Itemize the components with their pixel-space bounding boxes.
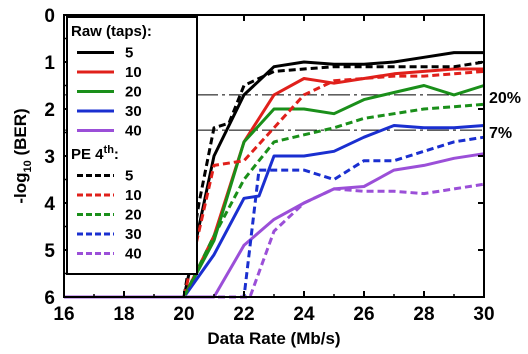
y-tick-label: 4 xyxy=(44,194,55,215)
legend-title-tail: : xyxy=(114,146,119,163)
x-tick-label: 26 xyxy=(353,304,374,325)
y-axis-label-main: -log xyxy=(11,173,30,204)
series-line xyxy=(64,124,485,299)
legend-label: 5 xyxy=(125,45,133,62)
legend-title-text: PE 4 xyxy=(71,146,104,163)
x-tick-label: 24 xyxy=(293,304,315,325)
y-tick-label: 1 xyxy=(44,53,55,74)
legend-title-superscript: th xyxy=(104,144,115,156)
y-tick-label: 6 xyxy=(44,288,55,309)
series-line xyxy=(64,135,485,299)
legend-label: 20 xyxy=(125,84,142,101)
x-tick-label: 20 xyxy=(173,304,194,325)
plot-area: 20% 7% 16 18 20 22 24 26 28 30 0 1 2 3 4 5 6 Data Rate (M… xyxy=(11,6,521,348)
legend-title-text: Raw (taps): xyxy=(71,23,152,40)
legend-group-title: PE 4th: xyxy=(71,144,119,163)
x-tick-label: 28 xyxy=(413,304,434,325)
reference-line-label: 7% xyxy=(489,125,512,142)
reference-line-label: 20% xyxy=(489,90,521,107)
legend-label: 10 xyxy=(125,187,142,204)
y-tick-label: 0 xyxy=(44,6,55,27)
y-tick-label: 3 xyxy=(44,147,55,168)
x-axis-label: Data Rate (Mb/s) xyxy=(207,329,340,348)
legend-label: 5 xyxy=(125,168,133,185)
y-axis-label-subscript: 10 xyxy=(22,160,34,172)
x-tick-label: 18 xyxy=(113,304,134,325)
y-axis-label: -log10 (BER) xyxy=(11,108,34,203)
series-line xyxy=(64,102,485,299)
x-tick-label: 22 xyxy=(233,304,254,325)
legend-group-title: Raw (taps): xyxy=(71,23,152,40)
legend-box xyxy=(66,16,198,275)
series-line xyxy=(64,69,485,299)
series-line xyxy=(64,60,485,299)
legend-label: 20 xyxy=(125,207,142,224)
x-tick-label: 16 xyxy=(53,304,74,325)
legend-label: 40 xyxy=(125,246,142,263)
legend-label: 40 xyxy=(125,123,142,140)
x-tick-label: 30 xyxy=(473,304,494,325)
series-line xyxy=(64,84,485,299)
y-axis-label-rest: (BER) xyxy=(11,108,30,160)
legend-label: 30 xyxy=(125,103,142,120)
y-tick-label: 2 xyxy=(44,100,55,121)
legend-label: 30 xyxy=(125,226,142,243)
y-tick-label: 5 xyxy=(44,241,55,262)
legend-label: 10 xyxy=(125,64,142,81)
